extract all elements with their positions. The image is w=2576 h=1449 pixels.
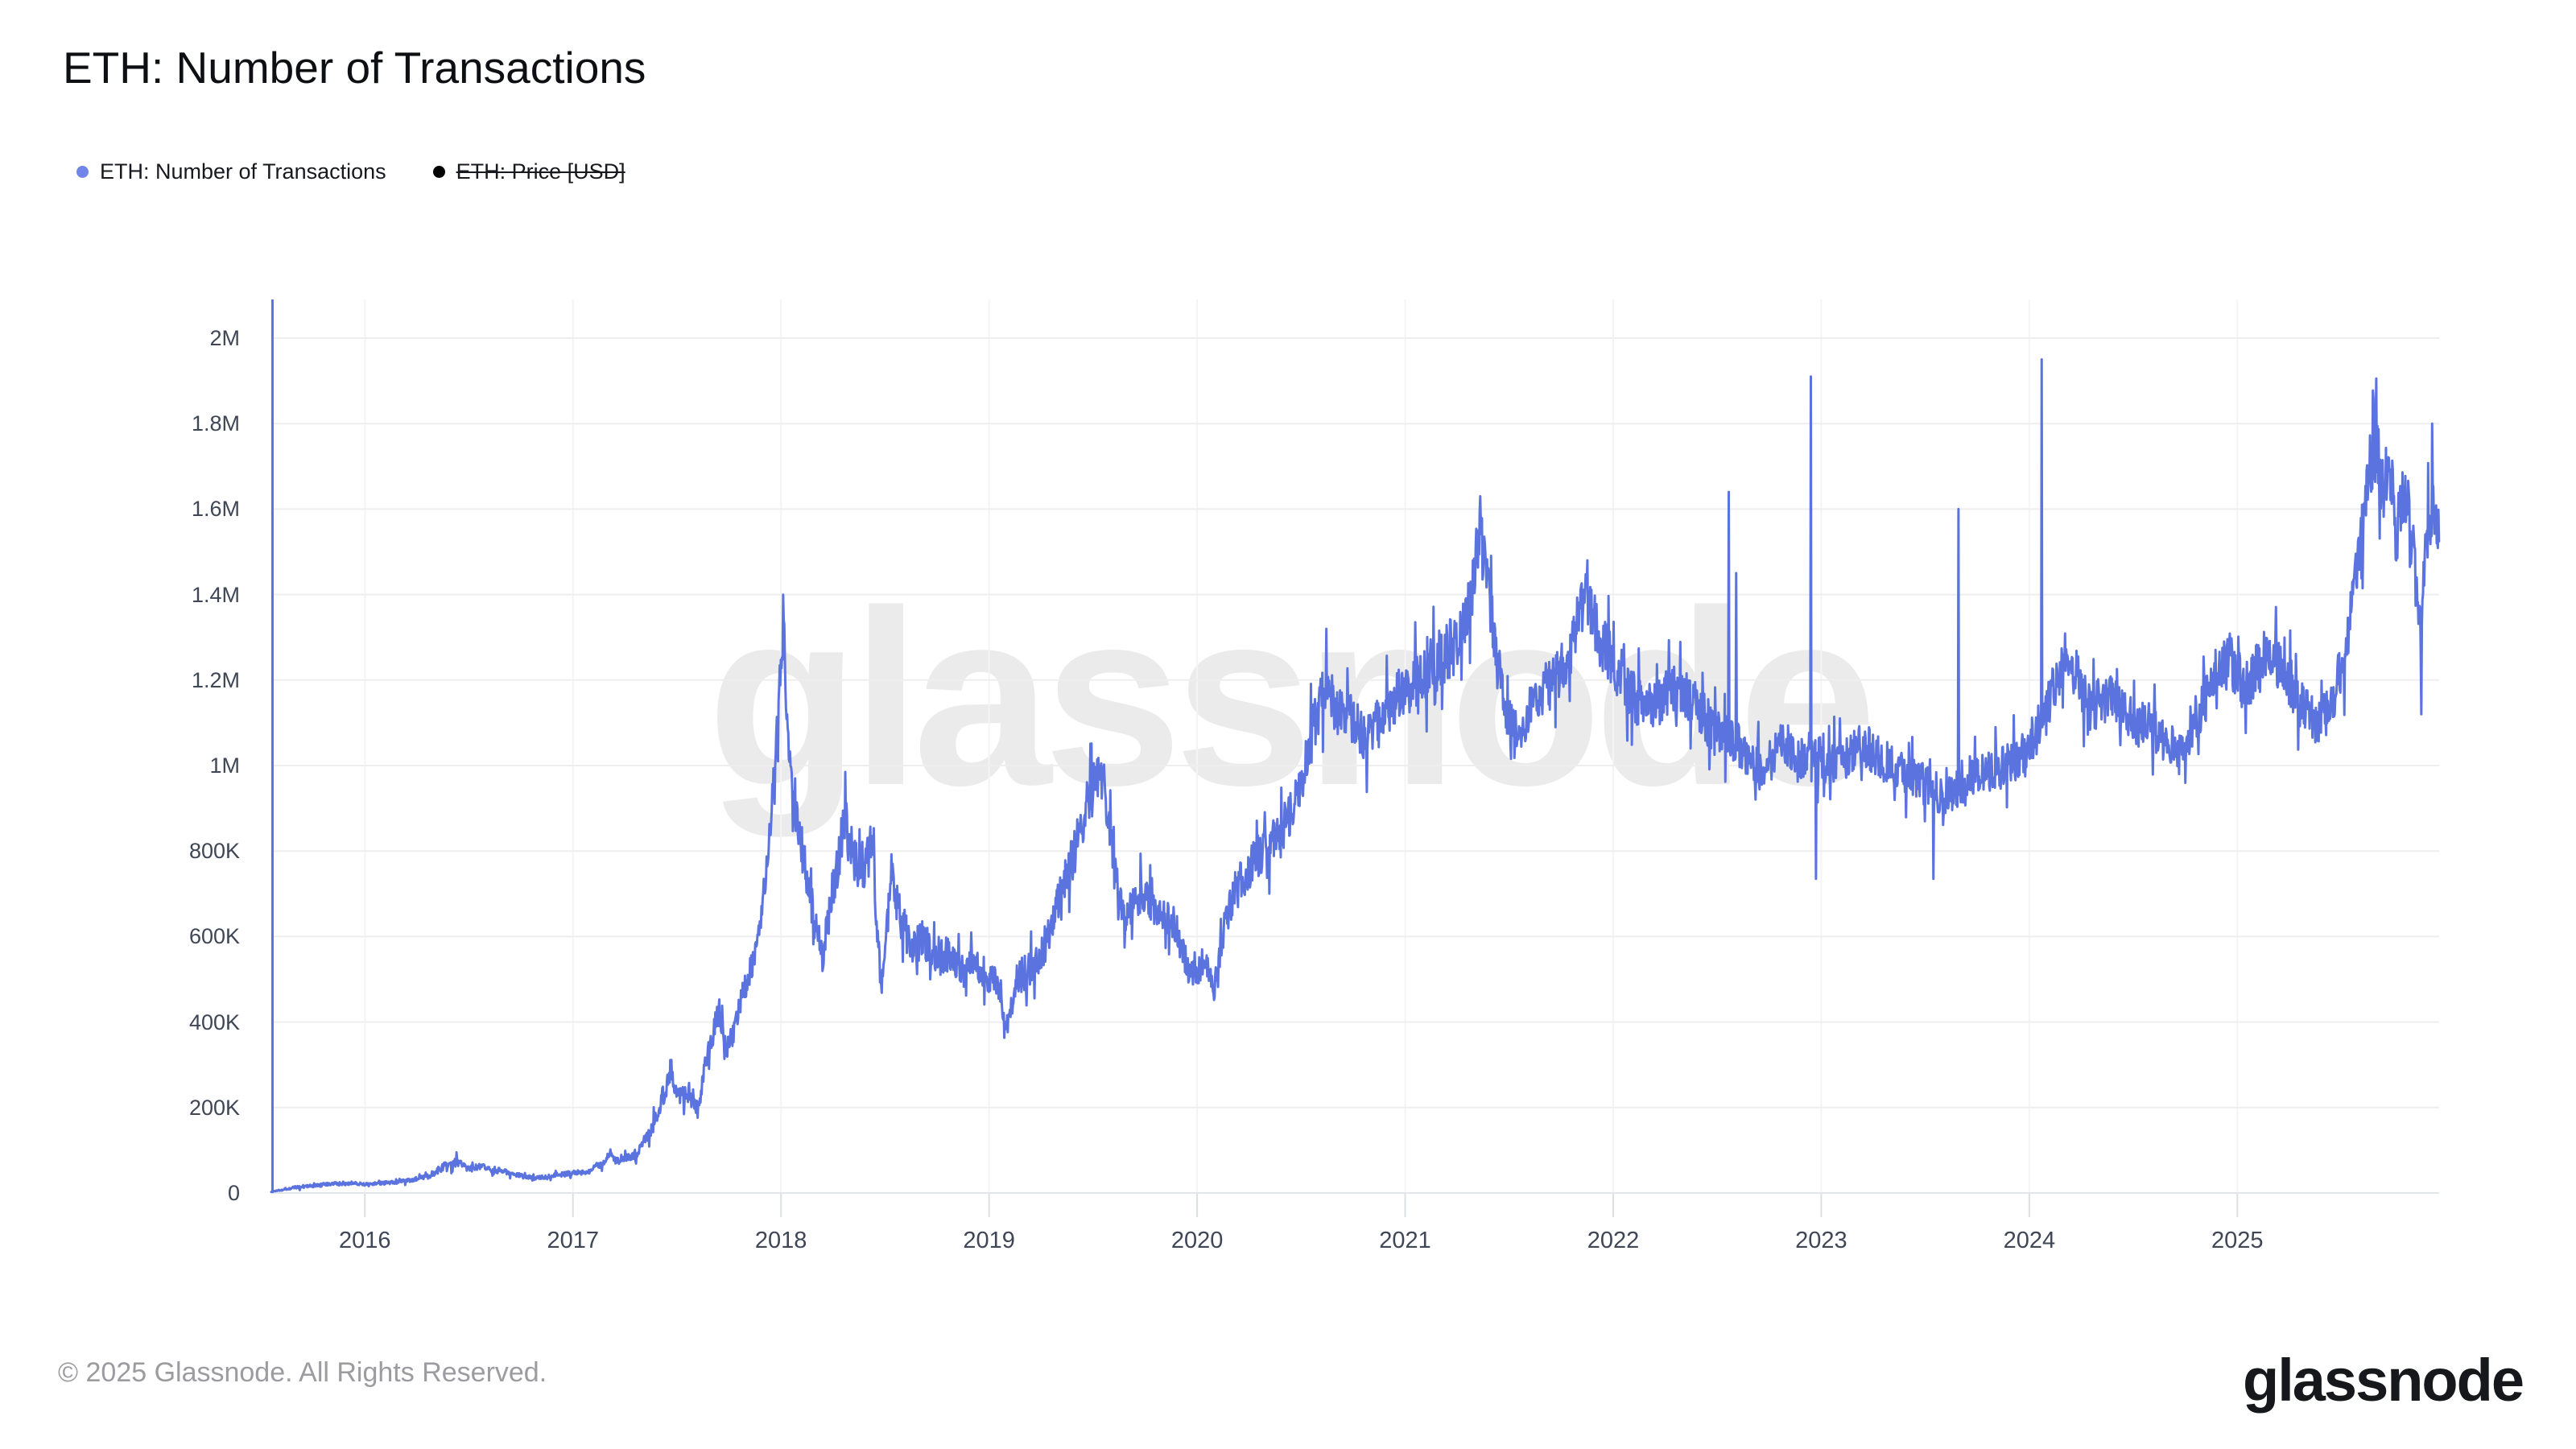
x-axis-label: 2018	[754, 1228, 807, 1253]
y-axis-label: 200K	[188, 1095, 240, 1120]
y-axis-label: 1.2M	[191, 667, 240, 692]
plot-area[interactable]	[270, 299, 2441, 1225]
x-axis-label: 2023	[1795, 1228, 1847, 1253]
legend-label: ETH: Number of Transactions	[100, 159, 386, 184]
x-axis-label: 2021	[1379, 1228, 1431, 1253]
y-axis-label: 1M	[209, 753, 240, 778]
transactions-line-series	[270, 358, 2441, 1194]
y-axis-label: 0	[227, 1181, 240, 1205]
y-axis-label: 1.4M	[191, 582, 240, 607]
y-axis-label: 1.8M	[191, 411, 240, 436]
x-axis-label: 2016	[339, 1228, 391, 1253]
legend-label: ETH: Price [USD]	[456, 159, 625, 184]
series-dot-icon	[432, 166, 445, 178]
y-axis-label: 600K	[188, 924, 240, 949]
legend: ETH: Number of Transactions ETH: Price […	[76, 159, 625, 184]
series-dot-icon	[76, 166, 89, 178]
glassnode-logo: glassnode	[2243, 1347, 2524, 1414]
x-axis-label: 2022	[1587, 1228, 1640, 1253]
x-axis-label: 2024	[2003, 1228, 2056, 1253]
legend-item-price[interactable]: ETH: Price [USD]	[432, 159, 625, 184]
y-axis-label: 1.6M	[191, 497, 240, 522]
y-axis-label: 800K	[188, 839, 240, 864]
y-axis-label: 2M	[209, 326, 240, 350]
y-axis-label: 400K	[188, 1009, 240, 1034]
chart-canvas	[270, 299, 2441, 1217]
page-title: ETH: Number of Transactions	[63, 43, 646, 93]
x-axis-label: 2019	[963, 1228, 1015, 1253]
x-axis-label: 2025	[2211, 1228, 2264, 1253]
legend-item-transactions[interactable]: ETH: Number of Transactions	[76, 159, 386, 184]
x-axis-label: 2020	[1170, 1228, 1224, 1253]
x-axis-label: 2017	[547, 1228, 599, 1253]
footer-copyright: © 2025 Glassnode. All Rights Reserved.	[58, 1357, 547, 1388]
